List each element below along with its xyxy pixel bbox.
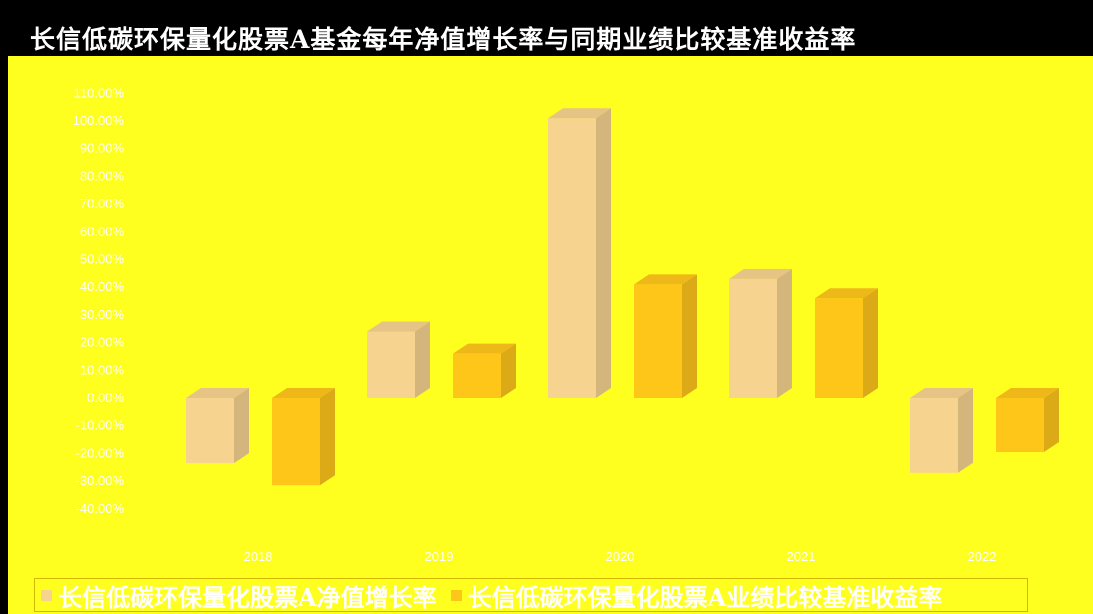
bar-front <box>634 284 682 398</box>
bar-side <box>415 321 430 398</box>
bar-front <box>996 398 1044 453</box>
y-tick-label: -30.00% <box>76 473 125 488</box>
legend: 长信低碳环保量化股票A净值增长率 长信低碳环保量化股票A业绩比较基准收益率 <box>34 578 1028 612</box>
bar-2022-series-2 <box>996 388 1059 453</box>
bar-side <box>234 388 249 464</box>
bar-top <box>367 321 430 332</box>
x-tick-label: 2020 <box>606 549 635 564</box>
y-tick-label: 70.00% <box>80 196 125 211</box>
legend-item-series-2: 长信低碳环保量化股票A业绩比较基准收益率 <box>450 578 943 613</box>
bar-side <box>1044 388 1059 453</box>
x-tick-label: 2022 <box>968 549 997 564</box>
bar-2018-series-2 <box>272 388 335 486</box>
y-tick-label: 20.00% <box>80 335 125 350</box>
y-tick-label: 60.00% <box>80 224 125 239</box>
bar-side <box>777 268 792 398</box>
y-tick-label: 50.00% <box>80 252 125 267</box>
plot-area: 110.00% 100.00% 90.00% 80.00% 70.00% 60.00% 50… <box>8 56 1093 614</box>
x-tick-label: 2021 <box>787 549 816 564</box>
bar-front <box>367 331 415 398</box>
y-tick-label: 90.00% <box>80 141 125 156</box>
x-tick-label: 2019 <box>425 549 454 564</box>
bar-front <box>272 398 320 486</box>
y-tick-label: -10.00% <box>76 418 125 433</box>
bar-side <box>320 388 335 486</box>
y-tick-label: -40.00% <box>76 501 125 516</box>
bar-front <box>453 353 501 398</box>
bar-chart-svg: 110.00% 100.00% 90.00% 80.00% 70.00% 60.00% 50… <box>73 85 1059 564</box>
legend-label-series-2: 长信低碳环保量化股票A业绩比较基准收益率 <box>467 582 943 612</box>
bar-2018-series-1 <box>186 388 249 464</box>
bar-front <box>815 298 863 398</box>
bar-2019-series-2 <box>453 343 516 398</box>
y-tick-label: 0.00% <box>87 390 124 405</box>
bar-front <box>729 278 777 398</box>
bar-2019-series-1 <box>367 321 430 398</box>
bar-top <box>548 108 611 119</box>
bar-top <box>453 343 516 354</box>
bar-top <box>729 268 792 279</box>
bar-front <box>910 398 958 473</box>
legend-label-series-1: 长信低碳环保量化股票A净值增长率 <box>58 582 437 612</box>
bar-front <box>186 398 234 464</box>
bar-top <box>996 388 1059 398</box>
bar-top <box>910 388 973 398</box>
bar-2020-series-2 <box>634 274 697 398</box>
y-tick-label: 30.00% <box>80 307 125 322</box>
x-tick-label: 2018 <box>244 549 273 564</box>
bar-side <box>863 288 878 398</box>
bar-top <box>186 388 249 398</box>
bar-side <box>596 108 611 399</box>
bar-top <box>815 288 878 299</box>
y-tick-label: 40.00% <box>80 279 125 294</box>
y-tick-label: 100.00% <box>73 113 125 128</box>
y-tick-label: 10.00% <box>80 362 125 377</box>
chart-title: 长信低碳环保量化股票A基金每年净值增长率与同期业绩比较基准收益率 <box>30 25 857 54</box>
bar-2021-series-1 <box>729 268 792 398</box>
title-bar: 长信低碳环保量化股票A基金每年净值增长率与同期业绩比较基准收益率 <box>0 0 1093 56</box>
y-tick-label: 110.00% <box>74 85 125 100</box>
y-tick-label: -20.00% <box>76 445 125 460</box>
bar-top <box>272 388 335 398</box>
bar-top <box>634 274 697 285</box>
legend-item-series-1: 长信低碳环保量化股票A净值增长率 <box>41 578 437 613</box>
bar-front <box>548 118 596 399</box>
legend-swatch-series-2 <box>450 589 462 601</box>
bar-side <box>958 388 973 473</box>
legend-swatch-series-1 <box>41 589 52 601</box>
bar-2020-series-1 <box>548 108 611 399</box>
bar-2021-series-2 <box>815 288 878 398</box>
bar-side <box>501 343 516 398</box>
bar-side <box>682 274 697 398</box>
bar-2022-series-1 <box>910 388 973 473</box>
y-tick-label: 80.00% <box>80 168 125 183</box>
